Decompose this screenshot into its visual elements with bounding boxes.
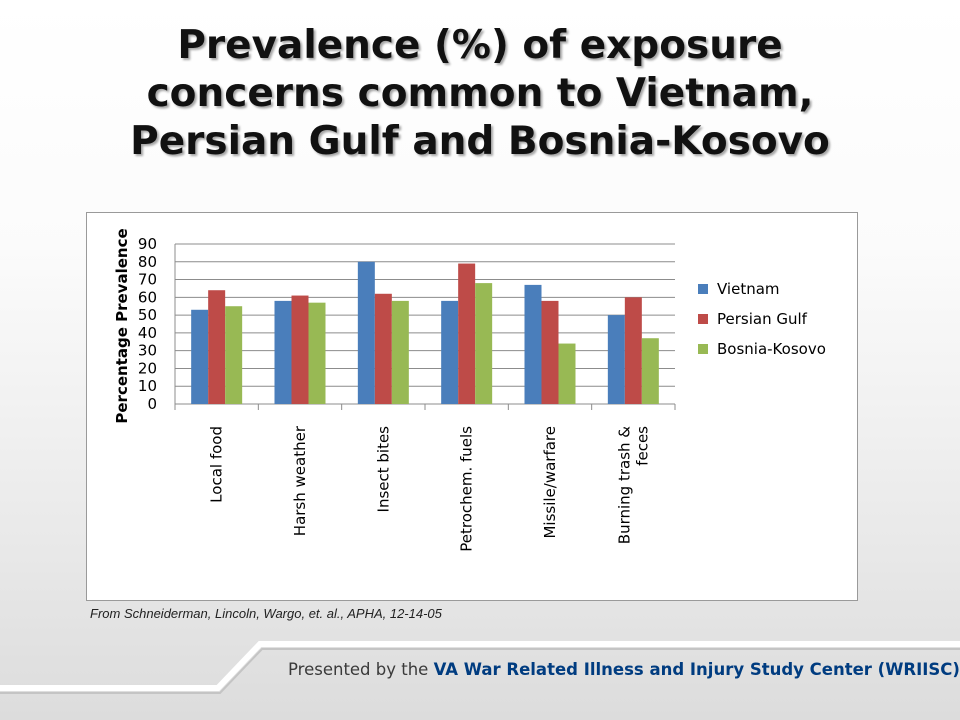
citation: From Schneiderman, Lincoln, Wargo, et. a… xyxy=(90,606,442,621)
bar xyxy=(225,306,243,404)
footer-presented-by: Presented by the VA War Related Illness … xyxy=(288,660,960,679)
y-tick-label: 10 xyxy=(138,377,157,395)
bar xyxy=(458,263,476,404)
bar xyxy=(524,284,542,404)
legend-swatch xyxy=(698,314,708,324)
y-tick-label: 70 xyxy=(138,271,157,289)
category-label: Petrochem. fuels xyxy=(458,426,476,552)
title-line: concerns common to Vietnam, xyxy=(146,71,814,116)
title-line: Persian Gulf and Bosnia-Kosovo xyxy=(130,119,830,164)
category-label: feces xyxy=(633,426,651,466)
legend-label: Vietnam xyxy=(717,280,780,298)
category-label: Burning trash & xyxy=(615,426,633,545)
bar xyxy=(374,293,392,404)
slide-title: Prevalence (%) of exposure concerns comm… xyxy=(30,22,930,166)
y-tick-label: 60 xyxy=(138,288,157,306)
bar xyxy=(208,290,226,404)
title-line: Prevalence (%) of exposure xyxy=(177,23,783,68)
bar xyxy=(441,300,459,404)
legend-swatch xyxy=(698,344,708,354)
category-label: Harsh weather xyxy=(291,425,309,536)
y-tick-label: 90 xyxy=(138,235,157,253)
bar xyxy=(607,315,625,404)
legend-label: Bosnia-Kosovo xyxy=(717,340,826,358)
y-tick-label: 80 xyxy=(138,253,157,271)
bar xyxy=(624,297,642,404)
legend-swatch xyxy=(698,284,708,294)
bar xyxy=(558,343,576,404)
bar xyxy=(475,283,493,404)
bar xyxy=(357,261,375,404)
y-tick-label: 50 xyxy=(138,306,157,324)
bar xyxy=(191,309,209,404)
chart-frame: 0 10 20 30 40 50 60 70 80 90 Percentage Prevalence… xyxy=(86,212,858,601)
footer-decoration xyxy=(0,641,960,694)
y-axis-label: Percentage Prevalence xyxy=(113,228,131,423)
footer-organization: VA War Related Illness and Injury Study … xyxy=(433,660,960,679)
legend-label: Persian Gulf xyxy=(717,310,808,328)
bar xyxy=(274,300,292,404)
bar xyxy=(391,300,409,404)
bar xyxy=(541,300,559,404)
y-tick-label: 20 xyxy=(138,359,157,377)
bar xyxy=(641,338,659,404)
bar xyxy=(308,302,326,404)
footer-prefix: Presented by the xyxy=(288,660,434,679)
y-tick-label: 0 xyxy=(147,395,157,413)
y-tick-label: 40 xyxy=(138,324,157,342)
bar xyxy=(291,295,309,404)
category-label: Insect bites xyxy=(374,426,392,513)
category-label: Missile/warfare xyxy=(541,426,559,539)
y-tick-label: 30 xyxy=(138,342,157,360)
category-label: Local food xyxy=(208,426,226,503)
